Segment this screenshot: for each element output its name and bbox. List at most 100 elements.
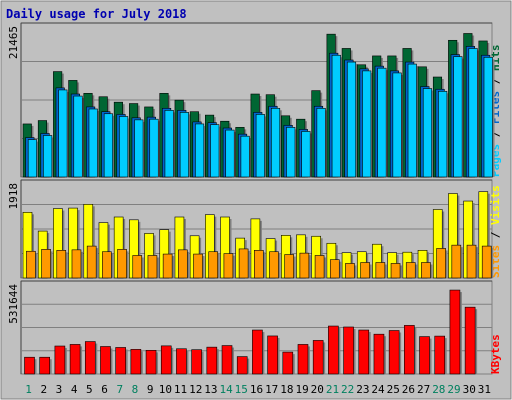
bar-pages-day-18 [286, 127, 297, 178]
bar-pages-day-2 [43, 135, 54, 178]
x-tick-label-14: 14 [219, 383, 233, 396]
bar-pages-day-9 [149, 118, 161, 178]
bar-pages-day-6 [103, 113, 115, 178]
bar-sites-day-14 [223, 253, 235, 279]
bar-kbytes-day-4 [69, 344, 83, 375]
bar-pages-day-29 [453, 56, 465, 178]
bar-pages-day-19 [301, 131, 313, 178]
bar-pages-day-27 [422, 88, 434, 178]
bar-kbytes-day-25 [388, 330, 402, 375]
bar-kbytes-day-22 [343, 326, 356, 375]
bar-pages-day-3 [58, 89, 70, 178]
x-tick-label-31: 31 [478, 383, 491, 396]
x-tick-label-7: 7 [116, 383, 123, 396]
bar-pages-day-22 [346, 61, 358, 178]
x-tick-label-10: 10 [159, 383, 172, 396]
bar-kbytes-day-13 [206, 346, 219, 375]
series-label-kbytes: KBytes [489, 334, 502, 374]
bar-sites-day-11 [178, 249, 190, 279]
series-label-kbytes: KBytes [489, 334, 502, 374]
bar-kbytes-day-29 [449, 289, 462, 375]
bar-sites-day-12 [193, 253, 205, 279]
x-tick-label-24: 24 [371, 383, 385, 396]
x-tick-label-20: 20 [311, 383, 324, 396]
bar-pages-day-26 [407, 63, 419, 178]
x-tick-label-12: 12 [189, 383, 202, 396]
bar-sites-day-4 [71, 249, 83, 279]
bar-kbytes-day-2 [39, 356, 52, 375]
bar-sites-day-7 [117, 249, 129, 279]
bar-kbytes-day-7 [115, 347, 128, 375]
bar-sites-day-6 [102, 251, 114, 279]
bar-sites-day-1 [26, 250, 38, 279]
bar-sites-day-27 [421, 262, 433, 279]
ymax-label-visits-sites: 1918 [7, 183, 20, 210]
bar-pages-day-11 [179, 112, 191, 178]
bar-sites-day-17 [269, 251, 281, 279]
bar-sites-day-16 [254, 250, 266, 279]
x-tick-label-30: 30 [463, 383, 476, 396]
bar-kbytes-day-18 [282, 351, 295, 375]
x-tick-label-26: 26 [402, 383, 415, 396]
bar-kbytes-day-3 [54, 345, 67, 375]
bar-sites-day-28 [436, 248, 448, 279]
bar-sites-day-20 [314, 255, 327, 279]
x-tick-label-21: 21 [326, 383, 339, 396]
bar-pages-day-23 [362, 70, 373, 178]
bar-kbytes-day-26 [404, 325, 417, 375]
ymax-label-hits-files-pages: 21465 [7, 26, 20, 59]
bar-pages-day-20 [316, 108, 328, 178]
bar-kbytes-day-5 [84, 341, 98, 375]
bar-pages-day-4 [73, 95, 85, 178]
bar-sites-day-30 [466, 244, 479, 279]
bar-kbytes-day-17 [267, 335, 280, 375]
bar-pages-day-15 [240, 135, 252, 178]
bar-kbytes-day-12 [191, 349, 204, 375]
bar-sites-day-10 [162, 253, 175, 279]
bar-sites-day-19 [299, 252, 311, 279]
bar-pages-day-14 [225, 129, 237, 178]
bar-pages-day-1 [27, 139, 39, 178]
x-tick-label-5: 5 [86, 383, 93, 396]
bar-pages-day-24 [377, 67, 389, 178]
bar-sites-day-22 [345, 263, 357, 279]
bar-pages-day-8 [134, 119, 146, 178]
x-tick-label-3: 3 [56, 383, 63, 396]
x-tick-label-18: 18 [280, 383, 293, 396]
bar-sites-day-13 [208, 251, 220, 279]
x-tick-label-11: 11 [174, 383, 187, 396]
bar-kbytes-day-21 [328, 325, 341, 375]
bar-kbytes-day-30 [464, 306, 478, 375]
x-tick-label-15: 15 [235, 383, 248, 396]
bar-pages-day-7 [119, 116, 130, 178]
bar-sites-day-9 [147, 255, 159, 279]
x-tick-label-6: 6 [101, 383, 108, 396]
bar-sites-day-29 [451, 244, 463, 279]
bar-sites-day-31 [481, 245, 494, 279]
x-tick-label-19: 19 [295, 383, 308, 396]
bar-pages-day-21 [331, 54, 343, 178]
bar-sites-day-24 [375, 262, 387, 279]
x-tick-label-22: 22 [341, 383, 354, 396]
series-label-visits: Visits [489, 185, 502, 225]
bar-kbytes-day-6 [100, 346, 113, 375]
x-tick-label-9: 9 [147, 383, 154, 396]
ymax-label-kbytes: 531644 [7, 284, 20, 324]
bar-sites-day-8 [132, 255, 144, 279]
bar-pages-day-30 [468, 48, 480, 178]
bar-kbytes-day-1 [24, 356, 37, 375]
bar-kbytes-day-15 [236, 356, 250, 375]
x-tick-label-28: 28 [432, 383, 445, 396]
bar-kbytes-day-23 [358, 329, 371, 375]
bar-kbytes-day-19 [297, 344, 310, 375]
bar-kbytes-day-10 [160, 345, 174, 375]
bar-kbytes-day-28 [434, 335, 447, 375]
x-tick-label-29: 29 [447, 383, 460, 396]
x-tick-label-2: 2 [40, 383, 47, 396]
bar-pages-day-31 [483, 56, 495, 178]
x-tick-label-25: 25 [387, 383, 400, 396]
bar-kbytes-day-14 [221, 345, 235, 375]
x-tick-label-17: 17 [265, 383, 278, 396]
chart-title: Daily usage for July 2018 [6, 7, 187, 21]
